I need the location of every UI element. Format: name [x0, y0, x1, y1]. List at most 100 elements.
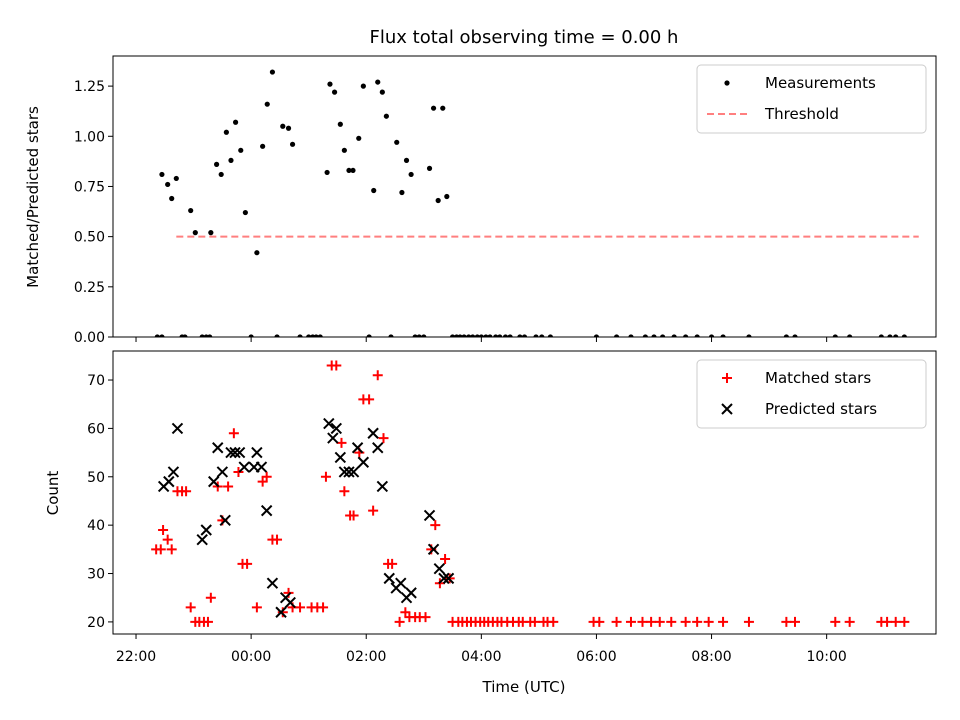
matched-star-point — [789, 616, 800, 627]
predicted-star-point — [212, 442, 224, 454]
measurement-point — [893, 334, 899, 337]
matched-star-point — [320, 471, 331, 482]
matched-star-point — [242, 558, 253, 569]
measurement-point — [213, 161, 220, 167]
measurement-point — [483, 334, 489, 337]
matched-star-point — [882, 616, 893, 627]
measurement-point — [474, 334, 480, 337]
measurement-point — [416, 334, 422, 337]
predicted-star-point — [275, 606, 287, 618]
matched-star-point — [228, 428, 239, 439]
measurement-point — [878, 334, 884, 337]
matched-star-point — [548, 616, 559, 627]
measurement-point — [539, 334, 545, 337]
predicted-star-point — [284, 596, 296, 609]
measurement-point — [683, 334, 689, 337]
measurement-point — [642, 334, 648, 337]
x-tick-label: 08:00 — [691, 649, 731, 665]
matched-star-point — [318, 602, 329, 613]
predicted-star-point — [351, 442, 364, 454]
bottom-y-tick-label: 20 — [87, 615, 105, 631]
measurement-point — [746, 334, 752, 337]
x-tick-label: 02:00 — [346, 649, 386, 665]
measurement-point — [533, 334, 539, 337]
matched-star-point — [529, 616, 540, 627]
top-chart-title: Flux total observing time = 0.00 h — [370, 27, 679, 48]
top-y-axis-label: Matched/Predicted stars — [24, 106, 42, 288]
predicted-star-point — [367, 427, 379, 439]
matched-star-point — [781, 616, 792, 627]
matched-star-point — [394, 616, 405, 627]
top-y-tick-label: 0.25 — [74, 280, 105, 296]
measurement-point — [356, 135, 362, 141]
measurement-point — [313, 334, 319, 337]
x-axis-label: Time (UTC) — [482, 678, 566, 696]
measurement-point — [159, 171, 165, 178]
measurement-point — [371, 187, 377, 194]
measurement-point — [399, 189, 405, 196]
measurement-point — [783, 334, 789, 337]
predicted-star-point — [167, 466, 180, 478]
predicted-star-point — [383, 572, 395, 585]
bottom-legend-label: Predicted stars — [765, 400, 877, 418]
matched-star-point — [181, 486, 192, 497]
measurement-point — [403, 157, 410, 163]
measurement-point — [285, 125, 292, 131]
matched-star-point — [295, 602, 306, 613]
predicted-star-point — [442, 572, 455, 585]
measurement-point — [264, 101, 270, 107]
x-tick-label: 04:00 — [461, 649, 501, 665]
measurement-point — [337, 121, 343, 127]
predicted-star-point — [357, 456, 370, 468]
measurement-point — [457, 334, 463, 337]
measurement-point — [327, 81, 333, 87]
matched-star-point — [166, 544, 177, 555]
matched-star-point — [830, 616, 841, 627]
bottom-panel: 20 30 40 50 60 70 22:00 00:00 02:00 04:00 06:00 08:… — [87, 350, 937, 665]
predicted-star-point — [171, 422, 184, 435]
measurement-point — [208, 230, 214, 236]
matched-star-point — [331, 360, 342, 371]
matched-star-point — [339, 486, 350, 497]
predicted-star-point — [438, 572, 450, 585]
top-y-tick-label: 1.00 — [74, 129, 105, 145]
measurement-point — [694, 334, 700, 337]
measurement-point — [547, 334, 553, 337]
top-panel: 0.00 0.25 0.50 0.75 1.00 1.25 Measurements Thre… — [74, 55, 937, 346]
matched-star-point — [594, 616, 605, 627]
measurement-point — [847, 334, 853, 337]
matched-star-point — [666, 616, 677, 627]
legend-marker-matched — [722, 373, 732, 383]
matched-star-point — [372, 370, 383, 381]
measurement-point — [366, 334, 372, 337]
matched-star-point — [233, 466, 244, 477]
predicted-star-point — [338, 466, 351, 478]
measurement-point — [207, 334, 213, 337]
measurement-point — [317, 334, 323, 337]
measurement-point — [440, 105, 446, 111]
predicted-star-point — [163, 475, 175, 488]
predicted-star-point — [216, 466, 229, 478]
matched-star-point — [205, 592, 216, 603]
predicted-star-point — [327, 432, 339, 444]
legend-marker-predicted — [721, 403, 733, 415]
top-y-tick-label: 1.25 — [74, 79, 105, 95]
x-tick-label: 00:00 — [231, 649, 271, 665]
predicted-star-point — [330, 422, 343, 435]
predicted-star-point — [323, 417, 335, 430]
measurement-point — [671, 334, 677, 337]
matched-star-point — [440, 554, 451, 565]
x-tick-label: 22:00 — [116, 649, 156, 665]
matched-star-point — [378, 433, 389, 444]
measurement-point — [507, 334, 513, 337]
measurement-point — [720, 334, 726, 337]
measurement-point — [521, 334, 528, 337]
measurement-point — [628, 334, 634, 337]
measurement-point — [269, 69, 276, 75]
predicted-star-point — [208, 475, 220, 488]
matched-star-point — [692, 616, 703, 627]
predicted-star-point — [251, 446, 263, 459]
legend-marker-measurements — [724, 80, 730, 86]
measurement-point — [388, 334, 394, 337]
